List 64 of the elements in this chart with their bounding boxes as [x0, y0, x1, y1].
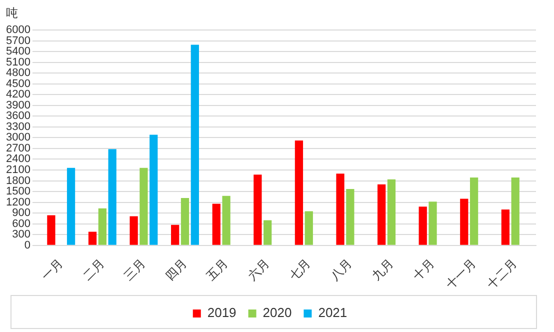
bar — [66, 168, 76, 245]
y-tick-label: 3900 — [6, 99, 30, 112]
bar — [428, 202, 437, 245]
y-tick-label: 4800 — [6, 67, 30, 80]
bar — [190, 44, 199, 245]
bar — [140, 168, 148, 245]
y-tick-label: 5100 — [6, 56, 30, 68]
y-tick-label: 2100 — [6, 164, 30, 176]
y-tick-label: 5400 — [6, 46, 30, 58]
x-tick-label: 六月 — [245, 256, 272, 283]
legend-label: 2020 — [262, 305, 292, 320]
x-tick-label: 三月 — [121, 256, 148, 283]
legend-label: 2019 — [207, 305, 236, 320]
bar — [264, 220, 272, 245]
y-tick-label: 5700 — [6, 34, 30, 47]
x-tick-label: 四月 — [162, 256, 190, 283]
y-tick-label: 4200 — [6, 88, 30, 101]
bar — [460, 198, 468, 245]
bar — [130, 216, 138, 245]
bar — [108, 149, 116, 245]
bar — [150, 134, 158, 245]
x-tick-label: 十月 — [410, 256, 438, 283]
bar — [336, 174, 344, 245]
bar — [222, 196, 230, 245]
y-tick-label: 2700 — [6, 142, 30, 154]
y-tick-label: 1500 — [6, 186, 30, 198]
y-tick-label: 1200 — [6, 196, 30, 208]
y-tick-label: 1800 — [6, 174, 30, 187]
bar — [88, 232, 97, 245]
bar — [501, 209, 510, 245]
y-tick-label: 300 — [12, 228, 30, 241]
bar — [418, 206, 427, 245]
x-tick-label: 五月 — [204, 256, 231, 283]
y-tick-label: 2400 — [6, 153, 30, 166]
x-tick-label: 八月 — [328, 256, 355, 283]
y-tick-label: 900 — [12, 207, 30, 220]
bar — [377, 184, 386, 245]
y-tick-label: 3300 — [6, 120, 30, 133]
x-tick-label: 十二月 — [484, 256, 520, 292]
bar — [254, 174, 262, 245]
y-tick-label: 600 — [12, 218, 30, 230]
bar — [511, 178, 520, 245]
legend-label: 2021 — [318, 305, 348, 320]
bar — [346, 189, 354, 245]
y-tick-label: 4500 — [6, 78, 30, 90]
x-tick-label: 七月 — [286, 256, 314, 283]
y-tick-label: 0 — [24, 239, 30, 252]
x-tick-label: 十一月 — [443, 256, 479, 292]
bar — [470, 178, 478, 245]
y-tick-label: 3000 — [6, 132, 30, 144]
bar — [294, 140, 304, 245]
bar — [212, 204, 220, 245]
x-tick-label: 一月 — [38, 256, 66, 283]
bar — [180, 198, 190, 245]
y-tick-label: 6000 — [6, 24, 30, 36]
y-axis-title: 吨 — [6, 6, 18, 20]
y-tick-label: 3600 — [6, 110, 30, 122]
x-tick-label: 九月 — [369, 256, 396, 283]
bar — [171, 224, 180, 245]
bar — [304, 211, 313, 245]
bar — [387, 179, 396, 245]
x-tick-label: 二月 — [80, 256, 107, 283]
bar — [98, 208, 106, 245]
bar — [47, 215, 56, 245]
